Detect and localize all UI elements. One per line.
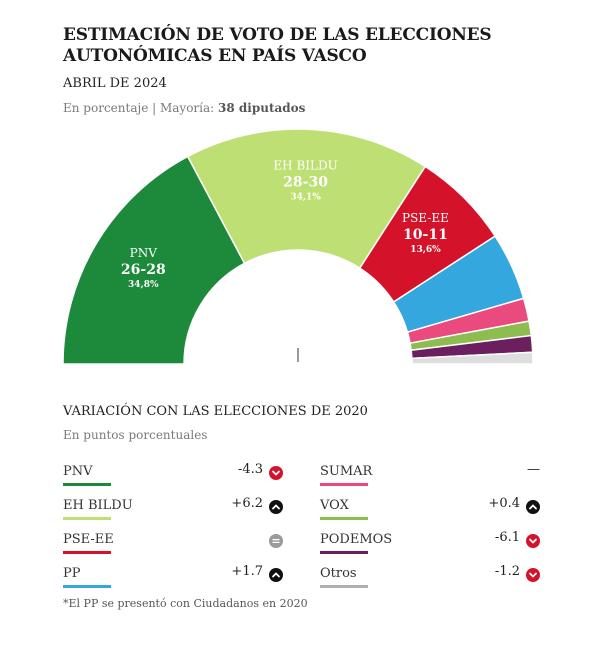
segment-seats-pnv: 26-28 [121, 262, 166, 278]
chart-date: ABRIL DE 2024 [63, 76, 167, 91]
segment-seats-eh-bildu: 28-30 [283, 175, 328, 191]
chevron-up-icon [269, 568, 283, 582]
chart-title: ESTIMACIÓN DE VOTO DE LAS ELECCIONES AUT… [63, 25, 492, 66]
variation-row: SUMAR — [320, 462, 540, 488]
variation-value: +6.2 [231, 496, 263, 511]
hemicycle-segment-eh-bildu [186, 128, 427, 270]
segment-name-pnv: PNV [130, 246, 158, 260]
variation-row: PNV -4.3 [63, 462, 283, 488]
hemicycle-chart: PNV 26-28 34,8% EH BILDU 28-30 34,1% PSE-EE 10-… [62, 128, 534, 365]
variation-subtitle: En puntos porcentuales [63, 428, 208, 442]
subtitle-prefix: En porcentaje | Mayoría: [63, 101, 215, 115]
variation-party-name: VOX [320, 498, 349, 513]
variation-row: PP +1.7 [63, 564, 283, 590]
equal-icon [269, 534, 283, 548]
variation-value: — [527, 462, 540, 477]
variation-party-name: EH BILDU [63, 498, 133, 513]
party-color-bar [63, 551, 111, 554]
party-color-bar [320, 517, 368, 520]
variation-value: -6.1 [494, 530, 520, 545]
chevron-up-icon [269, 500, 283, 514]
variation-row: VOX +0.4 [320, 496, 540, 522]
variation-party-name: PSE-EE [63, 532, 114, 547]
variation-value: +1.7 [231, 564, 263, 579]
segment-pct-eh-bildu: 34,1% [290, 193, 321, 203]
segment-pct-pnv: 34,8% [128, 280, 159, 290]
variation-party-name: PNV [63, 464, 93, 479]
segment-pct-pse-ee: 13,6% [410, 245, 441, 255]
variation-party-name: PODEMOS [320, 532, 393, 547]
variation-row: PSE-EE [63, 530, 283, 556]
variation-row: Otros -1.2 [320, 564, 540, 590]
variation-party-name: SUMAR [320, 464, 373, 479]
party-color-bar [320, 585, 368, 588]
chevron-up-icon [526, 500, 540, 514]
hemicycle-segment-pnv [62, 155, 246, 365]
chevron-down-icon [526, 534, 540, 548]
variation-value: -1.2 [494, 564, 520, 579]
segment-name-eh-bildu: EH BILDU [273, 159, 337, 173]
variation-title: VARIACIÓN CON LAS ELECCIONES DE 2020 [63, 404, 368, 419]
hemicycle-segment-otros [411, 351, 534, 365]
variation-party-name: PP [63, 566, 81, 581]
variation-value: +0.4 [488, 496, 520, 511]
variation-party-name: Otros [320, 566, 357, 581]
segment-seats-pse-ee: 10-11 [403, 227, 448, 243]
chart-subtitle: En porcentaje | Mayoría: 38 diputados [63, 101, 305, 115]
majority-label: 38 diputados [218, 101, 306, 115]
party-color-bar [320, 551, 368, 554]
variation-row: EH BILDU +6.2 [63, 496, 283, 522]
variation-row: PODEMOS -6.1 [320, 530, 540, 556]
party-color-bar [63, 585, 111, 588]
chevron-down-icon [269, 466, 283, 480]
party-color-bar [320, 483, 368, 486]
variation-value: -4.3 [237, 462, 263, 477]
party-color-bar [63, 517, 111, 520]
party-color-bar [63, 483, 111, 486]
chevron-down-icon [526, 568, 540, 582]
footnote: *El PP se presentó con Ciudadanos en 202… [63, 597, 308, 610]
segment-name-pse-ee: PSE-EE [402, 211, 449, 225]
